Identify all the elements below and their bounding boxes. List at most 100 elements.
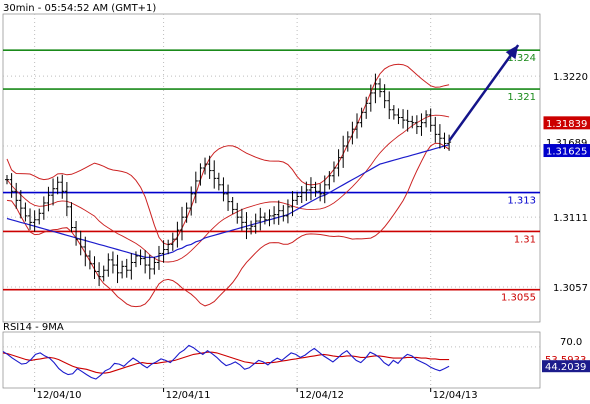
rsi-line <box>2 344 450 380</box>
candle <box>41 196 46 220</box>
candle <box>262 212 267 225</box>
candle <box>308 177 313 201</box>
price-label-text: 1.31839 <box>546 119 587 130</box>
candle <box>276 200 281 225</box>
candle <box>382 84 387 109</box>
candle <box>32 210 37 232</box>
candle <box>78 230 83 256</box>
candle <box>133 251 138 268</box>
x-tick-label: 12/04/10 <box>37 390 82 400</box>
candle <box>175 221 180 248</box>
forecast-arrow-shaft <box>448 44 520 142</box>
x-tick-label: 12/04/13 <box>433 390 478 400</box>
candle <box>216 172 221 191</box>
candle <box>331 161 336 183</box>
forecast-arrow-head <box>505 45 519 60</box>
candle <box>147 254 152 280</box>
level-label: 1.31 <box>514 234 536 245</box>
candle <box>212 160 217 189</box>
candle <box>387 91 392 120</box>
candle <box>120 260 125 279</box>
main-plot-frame <box>2 13 541 323</box>
candle <box>313 181 318 197</box>
candle <box>281 205 286 222</box>
candle <box>419 113 424 136</box>
candle <box>267 209 272 227</box>
candle <box>101 265 106 282</box>
candle <box>83 236 88 267</box>
rsi-y-tick-label: 70.0 <box>560 337 582 348</box>
candle <box>92 256 97 279</box>
candle <box>401 109 406 129</box>
candle <box>207 155 212 179</box>
candle <box>290 191 295 217</box>
candle <box>74 221 79 246</box>
candle <box>14 182 19 209</box>
x-tick-label: 12/04/12 <box>299 390 344 400</box>
candle <box>203 157 208 175</box>
candle <box>60 174 65 199</box>
candle <box>373 73 378 104</box>
candle <box>424 110 429 128</box>
y-tick-label: 1.3111 <box>553 213 588 224</box>
candle <box>106 253 111 277</box>
candle <box>69 202 74 233</box>
candle <box>304 181 309 201</box>
price-label-text: 1.31689 <box>546 138 587 149</box>
candle <box>97 262 102 287</box>
bollinger-mid-line <box>6 114 450 263</box>
candle <box>115 254 120 284</box>
candle <box>156 245 161 270</box>
candle <box>437 124 442 149</box>
candle <box>198 163 203 186</box>
price-label-box <box>543 116 590 130</box>
level-label: 1.3055 <box>501 293 536 304</box>
candle <box>170 232 175 251</box>
candle <box>447 134 452 151</box>
rsi-title: RSI14 - 9MA <box>3 322 64 333</box>
candle <box>87 250 92 270</box>
candle <box>143 250 148 274</box>
candle <box>193 171 198 204</box>
candle <box>28 208 33 230</box>
x-tick-label: 12/04/11 <box>166 390 211 400</box>
candle <box>428 108 433 132</box>
candle <box>368 84 373 112</box>
candle <box>295 191 300 206</box>
candle <box>180 206 184 241</box>
candle <box>285 199 290 224</box>
price-label-text: 1.31625 <box>546 147 587 158</box>
rsi-panel: 12/04/10 12/04/11 12/04/12 12/04/13 RSI14 - … <box>2 322 590 401</box>
candle <box>253 213 258 234</box>
candle <box>364 96 369 119</box>
rsi-plot-frame <box>2 331 541 389</box>
candle <box>9 173 14 198</box>
candle <box>359 107 364 128</box>
candle <box>161 240 166 263</box>
candle <box>258 207 263 231</box>
candle <box>414 115 419 135</box>
candle <box>391 105 396 120</box>
candle <box>124 258 129 278</box>
candle <box>230 196 235 215</box>
candle <box>355 113 359 139</box>
chart-header: 30min - 05:54:52 AM (GMT+1) <box>3 3 156 14</box>
level-label: 1.313 <box>507 196 536 207</box>
candle <box>239 208 244 231</box>
candle <box>166 239 171 255</box>
candle <box>433 116 438 143</box>
rsi-value-label-box <box>542 360 590 373</box>
candle <box>378 78 383 98</box>
candle <box>336 149 341 177</box>
candle <box>345 131 350 152</box>
candle <box>244 212 249 240</box>
candle <box>396 108 401 125</box>
rsi-value-label-text: 44.2039 <box>545 362 586 373</box>
candle <box>350 121 355 145</box>
candle <box>272 206 277 225</box>
candle <box>226 184 231 211</box>
candle <box>5 174 9 185</box>
candle <box>18 190 23 219</box>
